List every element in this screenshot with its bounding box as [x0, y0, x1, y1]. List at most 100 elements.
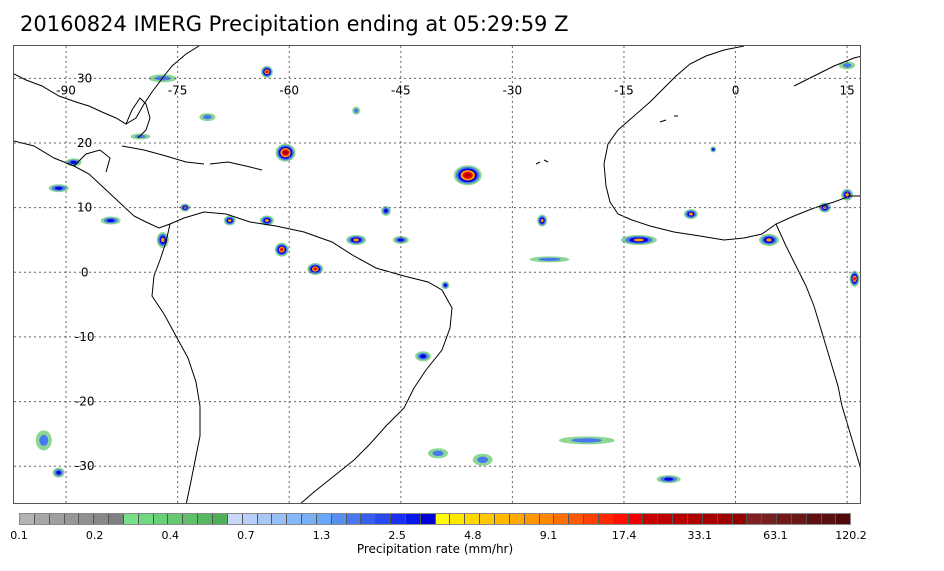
precip-cell	[766, 238, 772, 242]
colorbar-swatch	[584, 514, 599, 524]
colorbar-swatch	[762, 514, 778, 524]
precipitation-map: -90 -75 -60 -45 -30 -15 0 15 30 20 10 0 -10 -20 -30	[13, 45, 861, 504]
precip-cell	[712, 148, 715, 151]
colorbar-swatch	[687, 514, 703, 524]
colorbar-swatch	[20, 514, 35, 524]
colorbar-swatch	[287, 514, 303, 524]
colorbar-swatch	[212, 514, 228, 524]
colorbar-swatch	[302, 514, 317, 524]
colorbar-tick: 17.4	[611, 529, 637, 542]
colorbar-tick: 9.1	[539, 529, 558, 542]
colorbar-tick: 2.5	[388, 529, 406, 542]
longitude-label: -15	[614, 83, 634, 97]
precip-cell	[477, 456, 489, 464]
colorbar-swatch	[435, 514, 451, 524]
colorbar-swatch	[777, 514, 792, 524]
colorbar-tick: 0.2	[85, 529, 104, 542]
colorbar-swatch	[628, 514, 644, 524]
coastline-cape-verde	[535, 159, 549, 165]
colorbar-tick: 0.1	[10, 529, 28, 542]
precip-cell	[228, 219, 232, 222]
longitude-label: -60	[279, 83, 299, 97]
colorbar-swatch	[480, 514, 495, 524]
colorbar-tick: 63.1	[763, 529, 788, 542]
precip-cell	[161, 237, 165, 243]
colorbar-swatch	[242, 514, 258, 524]
colorbar-swatch	[227, 514, 243, 524]
colorbar-swatch	[495, 514, 510, 524]
colorbar-swatch	[673, 514, 688, 524]
colorbar-swatch	[405, 514, 421, 524]
colorbar-tick: 120.2	[835, 529, 867, 542]
precip-cell	[280, 248, 284, 252]
precip-cell	[70, 160, 77, 164]
coastline-florida	[125, 97, 151, 139]
precip-cell	[538, 257, 561, 261]
colorbar-swatch	[34, 514, 50, 524]
precip-cell	[688, 212, 693, 216]
coastline-cuba	[121, 145, 205, 165]
precip-cell	[540, 218, 544, 223]
map-canvas: -90 -75 -60 -45 -30 -15 0 15 30 20 10 0 -10 -20 -30	[14, 46, 860, 503]
longitude-label: 15	[839, 83, 854, 97]
longitude-label: -30	[503, 83, 523, 97]
precip-cell	[283, 150, 288, 155]
coastline-south-america	[169, 211, 453, 503]
precip-cell	[465, 173, 471, 178]
colorbar-swatch	[94, 514, 110, 524]
colorbar-swatch	[524, 514, 540, 524]
colorbar-swatch	[316, 514, 332, 524]
coastlines	[14, 46, 860, 503]
latitude-label: 10	[77, 201, 92, 215]
map-title: 20160824 IMERG Precipitation ending at 0…	[20, 12, 569, 36]
precip-cell	[432, 450, 444, 457]
colorbar-swatch	[346, 514, 362, 524]
colorbar-swatch	[613, 514, 629, 524]
coastline-yucatan	[73, 149, 111, 173]
grid-labels: -90 -75 -60 -45 -30 -15 0 15 30 20 10 0 -10 -20 -30	[56, 71, 854, 473]
colorbar-tick: 4.8	[464, 529, 482, 542]
latitude-label: -20	[75, 395, 95, 409]
colorbar-swatch	[732, 514, 748, 524]
precip-cell	[853, 276, 856, 281]
latitude-label: -10	[75, 330, 95, 344]
coastline-canary-islands	[659, 115, 678, 123]
colorbar-swatch	[747, 514, 763, 524]
latitude-label: 30	[77, 71, 92, 85]
colorbar-swatch	[569, 514, 585, 524]
colorbar-swatch	[450, 514, 466, 524]
colorbar-swatch	[821, 514, 837, 524]
longitude-label: -75	[168, 83, 188, 97]
longitude-label: 0	[732, 83, 740, 97]
colorbar-swatch	[791, 514, 807, 524]
precip-cell	[264, 219, 269, 222]
precip-cell	[397, 238, 404, 242]
precip-cell	[56, 470, 61, 475]
colorbar-swatch	[391, 514, 406, 524]
colorbar-swatch	[331, 514, 347, 524]
precip-cell	[353, 108, 359, 113]
colorbar-swatch	[598, 514, 614, 524]
precip-cell	[664, 477, 674, 481]
colorbar-swatch	[123, 514, 139, 524]
lat-lon-grid	[14, 46, 860, 503]
colorbar-swatch	[643, 514, 659, 524]
colorbar-swatch	[717, 514, 733, 524]
colorbar-swatch	[420, 514, 436, 524]
coastline-europe	[793, 55, 860, 87]
precip-cell	[845, 192, 849, 197]
precip-cell	[54, 186, 63, 190]
latitude-label: -30	[75, 459, 95, 473]
precip-cell	[842, 63, 852, 68]
colorbar-swatch	[806, 514, 822, 524]
coastline-central-america	[14, 140, 171, 229]
colorbar-swatch	[465, 514, 481, 524]
colorbar-swatch	[702, 514, 718, 524]
colorbar-swatch	[272, 514, 288, 524]
colorbar-label: Precipitation rate (mm/hr)	[356, 542, 514, 556]
longitude-label: -90	[56, 83, 76, 97]
precip-cell	[135, 134, 146, 139]
colorbar-swatch	[64, 514, 80, 524]
colorbar-tick-labels: 0.1 0.2 0.4 0.7 1.3 2.5 4.8 9.1 17.4 33.1 63.1 120.…	[0, 527, 944, 543]
precip-cell	[265, 70, 269, 74]
